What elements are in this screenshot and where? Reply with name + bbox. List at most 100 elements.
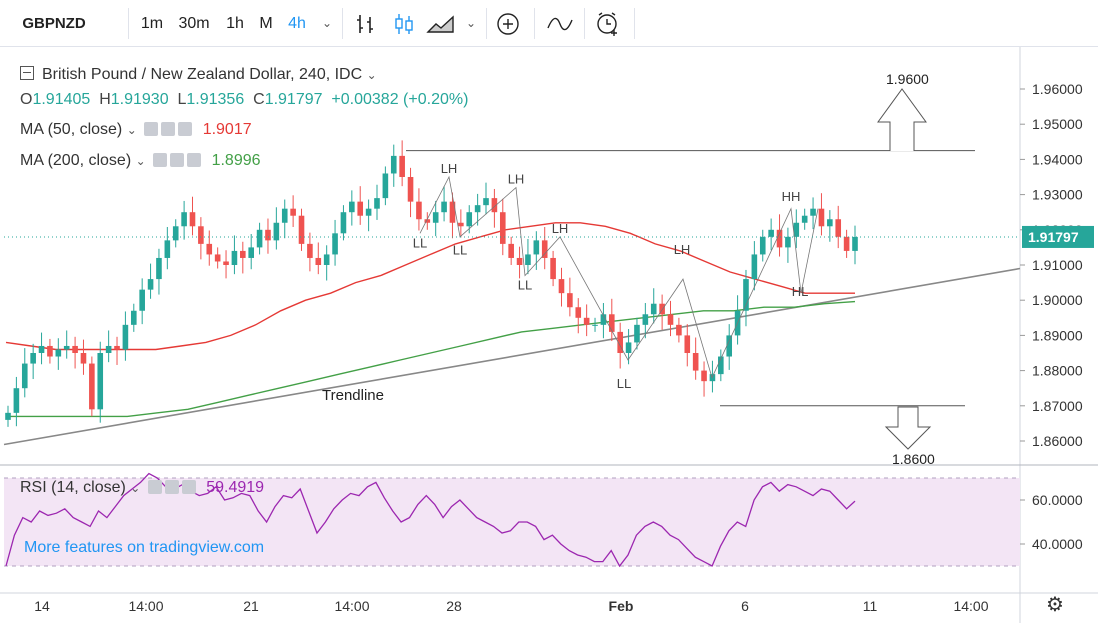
settings-icon[interactable] — [164, 480, 179, 494]
swing-label: LH — [508, 172, 525, 187]
add-compare-icon[interactable] — [496, 12, 520, 36]
swing-label: LH — [441, 161, 458, 176]
candle-body — [55, 349, 62, 357]
interval-M-button[interactable]: M — [259, 15, 273, 32]
rsi-tick-label: 40.0000 — [1032, 536, 1083, 552]
candle-body — [650, 303, 657, 315]
settings-icon[interactable] — [170, 153, 185, 167]
price-tick-label: 1.89000 — [1032, 327, 1083, 343]
settings-icon[interactable] — [161, 122, 176, 136]
candle-body — [718, 356, 724, 375]
candle-body — [609, 314, 615, 332]
remove-icon[interactable] — [181, 480, 196, 494]
candle-body — [223, 261, 229, 265]
time-tick-label: 14 — [34, 598, 50, 614]
candle-body — [72, 345, 78, 353]
interval-4h-button[interactable]: 4h — [288, 15, 306, 32]
candle-body — [365, 208, 372, 216]
chevron-down-icon[interactable]: ⌄ — [321, 16, 333, 30]
candle-body — [508, 243, 514, 258]
candle-body — [642, 314, 649, 325]
candle-body — [156, 257, 162, 280]
chart-title[interactable]: British Pound / New Zealand Dollar, 240,… — [20, 66, 377, 84]
candle-body — [399, 155, 405, 177]
candle-body — [231, 250, 238, 265]
price-tick-label: 1.94000 — [1032, 151, 1083, 167]
candle-body — [374, 198, 380, 209]
candle-body — [441, 201, 447, 213]
alert-icon[interactable] — [594, 10, 622, 38]
candle-body — [550, 257, 556, 280]
interval-1m-button[interactable]: 1m — [140, 15, 164, 32]
tradingview-watermark-link[interactable]: More features on tradingview.com — [24, 539, 265, 556]
candle-body — [105, 345, 112, 353]
candle-body — [97, 353, 104, 410]
remove-icon[interactable] — [178, 122, 193, 136]
candle-body — [198, 226, 204, 244]
candle-body — [298, 215, 305, 244]
candle-body — [709, 374, 716, 382]
candle-body — [667, 314, 674, 325]
open-value: 1.91405 — [32, 91, 91, 108]
candle-body — [541, 240, 548, 258]
candle-body — [676, 324, 682, 336]
candle-body — [21, 363, 28, 389]
candle-body — [349, 201, 355, 213]
candle-body — [810, 208, 816, 216]
rsi-legend[interactable]: RSI (14, close) ⌄ 59.4919 — [20, 479, 265, 496]
chevron-down-icon[interactable]: ⌄ — [465, 16, 477, 30]
candle-body — [491, 198, 498, 213]
chevron-down-icon[interactable]: ⌄ — [135, 154, 146, 168]
price-chart[interactable]: Trendline 1.9600 1.8600 LL LH LL LH LL LH LL LH HH… — [0, 47, 1098, 623]
candle-body — [206, 243, 213, 255]
visibility-icon[interactable] — [147, 480, 162, 494]
candle-body — [776, 229, 783, 248]
visibility-icon[interactable] — [153, 153, 168, 167]
top-toolbar: GBPNZD 1m 30m 1h M 4h ⌄ ⌄ — [0, 0, 1098, 47]
candle-body — [835, 219, 842, 237]
price-tick-label: 1.91000 — [1032, 257, 1083, 273]
change-value: +0.00382 (+0.20%) — [331, 91, 469, 108]
chevron-down-icon[interactable]: ⌄ — [126, 123, 137, 137]
candle-body — [801, 215, 808, 223]
ma50-legend[interactable]: MA (50, close) ⌄ 1.9017 — [20, 121, 252, 138]
candle-body — [416, 201, 422, 220]
candle-body — [843, 236, 850, 251]
chevron-down-icon[interactable]: ⌄ — [130, 481, 141, 495]
candle-body — [558, 279, 565, 294]
candle-body — [466, 212, 473, 227]
toolbar-divider — [128, 8, 129, 39]
rsi-line — [5, 472, 856, 568]
close-value: 1.91797 — [264, 91, 323, 108]
ma200-value: 1.8996 — [211, 152, 261, 169]
bar-style-icon[interactable] — [354, 12, 378, 36]
candle-body — [147, 279, 154, 290]
symbol-search-button[interactable]: GBPNZD — [22, 15, 86, 32]
ma200-legend[interactable]: MA (200, close) ⌄ 1.8996 — [20, 152, 261, 169]
visibility-icon[interactable] — [144, 122, 159, 136]
interval-1h-button[interactable]: 1h — [226, 15, 244, 32]
candle-body — [567, 293, 573, 308]
candle-style-icon[interactable] — [392, 12, 416, 36]
swing-label: LL — [617, 376, 631, 391]
chevron-down-icon[interactable]: ⌄ — [366, 68, 377, 82]
candle-body — [625, 342, 632, 353]
candle-body — [332, 233, 338, 255]
candle-body — [600, 314, 607, 325]
area-style-icon[interactable] — [426, 12, 456, 36]
remove-icon[interactable] — [187, 153, 202, 167]
last-price-tag — [1022, 225, 1094, 248]
gear-icon[interactable]: ⚙ — [1046, 594, 1064, 616]
candle-body — [89, 363, 95, 410]
indicators-icon[interactable] — [546, 12, 574, 36]
candle-body — [248, 247, 254, 258]
collapse-icon[interactable] — [20, 66, 34, 80]
last-price-label: 1.91797 — [1028, 229, 1079, 245]
candle-body — [743, 279, 749, 311]
candle-body — [449, 201, 456, 223]
candle-body — [5, 412, 11, 420]
upside-target-label: 1.9600 — [886, 71, 929, 87]
trendline — [3, 267, 1021, 446]
interval-30m-button[interactable]: 30m — [178, 15, 210, 32]
candle-body — [726, 335, 733, 357]
